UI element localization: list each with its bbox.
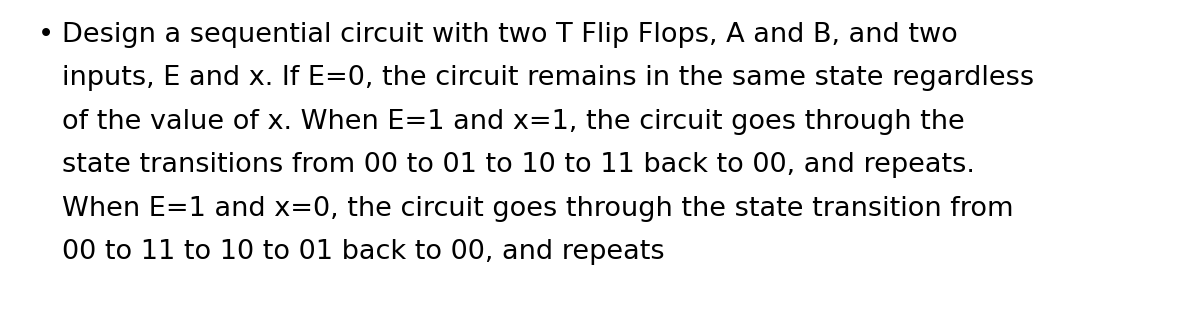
Text: 00 to 11 to 10 to 01 back to 00, and repeats: 00 to 11 to 10 to 01 back to 00, and rep… xyxy=(62,239,665,266)
Text: of the value of x. When E=1 and x=1, the circuit goes through the: of the value of x. When E=1 and x=1, the… xyxy=(62,109,965,135)
Text: Design a sequential circuit with two T Flip Flops, A and B, and two: Design a sequential circuit with two T F… xyxy=(62,22,958,48)
Text: state transitions from 00 to 01 to 10 to 11 back to 00, and repeats.: state transitions from 00 to 01 to 10 to… xyxy=(62,152,974,179)
Text: When E=1 and x=0, the circuit goes through the state transition from: When E=1 and x=0, the circuit goes throu… xyxy=(62,196,1014,222)
Text: •: • xyxy=(38,22,54,48)
Text: inputs, E and x. If E=0, the circuit remains in the same state regardless: inputs, E and x. If E=0, the circuit rem… xyxy=(62,65,1034,92)
